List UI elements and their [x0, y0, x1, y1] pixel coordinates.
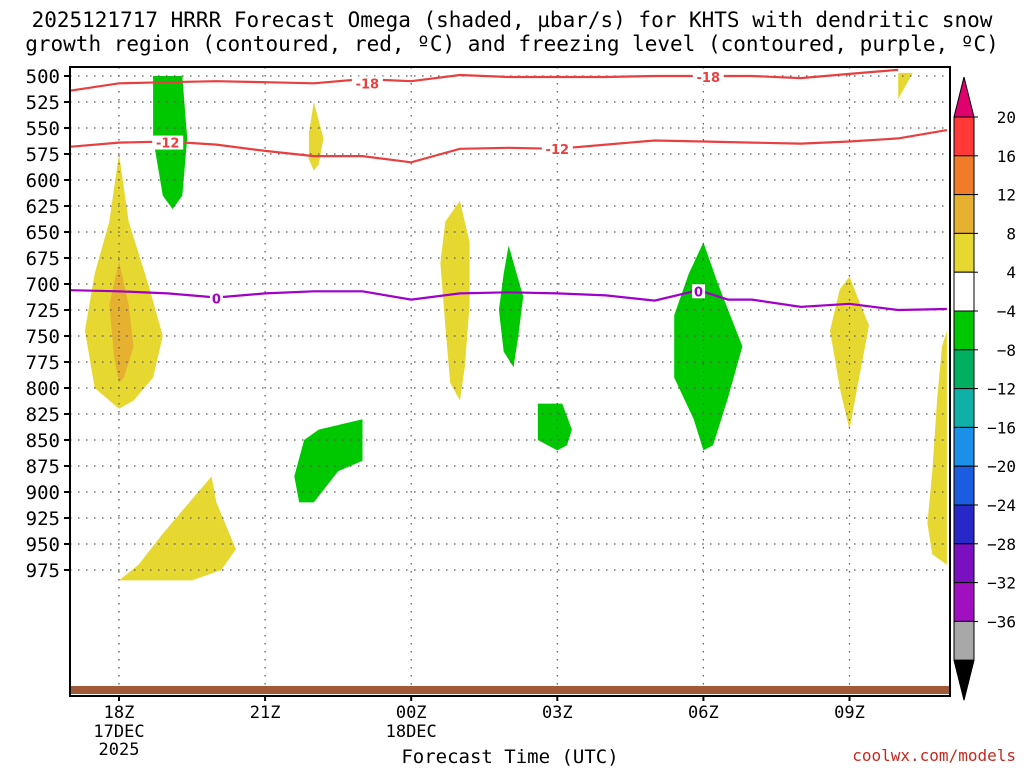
omega-region-10 — [674, 242, 743, 451]
x-axis-title: Forecast Time (UTC) — [401, 746, 619, 768]
contour-label-bg-3-1 — [209, 291, 223, 306]
colorbar-label-6: −4 — [997, 302, 1016, 321]
chart-title: 2025121717 HRRR Forecast Omega (shaded, … — [0, 8, 1024, 56]
colorbar-swatch-12 — [953, 543, 975, 584]
colorbar-label-11: −24 — [987, 496, 1016, 515]
colorbar-swatch-10 — [953, 465, 975, 506]
colorbar-bottom-arrow — [953, 659, 975, 701]
contour-label-3-2: 0 — [694, 285, 703, 300]
y-tick-label-825: 825 — [26, 404, 60, 426]
colorbar-swatch-14 — [953, 620, 975, 661]
y-tick-label-975: 975 — [26, 560, 60, 582]
contour-label-1-2: -18 — [697, 71, 721, 86]
contour-label-2-1: -12 — [156, 137, 180, 152]
colorbar-label-12: −28 — [987, 535, 1016, 554]
colorbar-label-4: 8 — [1006, 224, 1016, 243]
colorbar-label-14: −36 — [987, 612, 1016, 631]
colorbar-label-7: −8 — [997, 341, 1016, 360]
colorbar-swatch-3 — [953, 194, 975, 234]
contour-layer: -18 -18 -12 -12 0 0 — [70, 68, 948, 312]
contour-line-3 — [70, 289, 947, 312]
y-tick-label-700: 700 — [26, 274, 60, 296]
colorbar-label-1: 20 — [997, 108, 1016, 127]
colorbar-label-8: −12 — [987, 380, 1016, 399]
x-tick-label-18Z: 18Z — [104, 703, 135, 723]
omega-region-13 — [927, 330, 947, 565]
omega-region-12 — [898, 72, 913, 99]
omega-region-4 — [308, 102, 324, 171]
contour-label-bg-2-1 — [152, 135, 184, 150]
omega-region-9 — [537, 403, 572, 451]
contour-label-bg-3-2 — [692, 284, 706, 299]
colorbar-label-3: 12 — [997, 186, 1016, 205]
colorbar-swatch-2 — [953, 155, 975, 196]
y-tick-label-500: 500 — [26, 66, 60, 88]
y-tick-label-750: 750 — [26, 326, 60, 348]
colorbar-top-arrow — [953, 76, 975, 118]
colorbar-swatch-5 — [953, 271, 975, 312]
x-tick-label-09Z: 09Z — [834, 703, 865, 723]
omega-region-7 — [440, 200, 470, 401]
x-tick-date-00Z: 18DEC — [386, 722, 437, 742]
y-tick-label-550: 550 — [26, 118, 60, 140]
grid-layer — [70, 67, 950, 696]
ground-surface-bar — [71, 686, 949, 694]
colorbar-swatch-11 — [953, 504, 975, 545]
omega-region-5 — [294, 419, 363, 503]
colorbar-swatch-1 — [953, 116, 975, 157]
colorbar-label-10: −20 — [987, 457, 1016, 476]
contour-label-bg-2-2 — [541, 141, 573, 156]
plot-frame — [69, 66, 951, 697]
chart-title-line-1: 2025121717 HRRR Forecast Omega (shaded, … — [31, 8, 993, 32]
y-tick-label-900: 900 — [26, 482, 60, 504]
colorbar: 20 16 12 8 4 −4 −8 −12 −16 −20 −24 −28 −32 −36 — [953, 76, 1016, 701]
colorbar-label-9: −16 — [987, 418, 1016, 437]
contour-label-bg-1-2 — [692, 70, 724, 85]
chart-title-line-2: growth region (contoured, red, ºC) and f… — [25, 32, 999, 56]
contour-line-2 — [70, 129, 948, 164]
x-tick-label-06Z: 06Z — [688, 703, 719, 723]
colorbar-label-13: −32 — [987, 574, 1016, 593]
colorbar-swatch-9 — [953, 426, 975, 467]
y-tick-label-800: 800 — [26, 378, 60, 400]
y-tick-label-675: 675 — [26, 248, 60, 270]
x-tick-label-03Z: 03Z — [542, 703, 573, 723]
omega-region-8 — [498, 245, 524, 368]
y-tick-label-725: 725 — [26, 300, 60, 322]
y-axis: 500 525 550 575 600 625 650 675 700 725 750 775 800 8… — [26, 66, 70, 582]
contour-label-2-2: -12 — [546, 143, 570, 158]
colorbar-swatch-8 — [953, 388, 975, 428]
colorbar-swatch-6 — [953, 310, 975, 351]
x-tick-label-21Z: 21Z — [250, 703, 281, 723]
y-tick-label-925: 925 — [26, 508, 60, 530]
y-tick-label-650: 650 — [26, 222, 60, 244]
colorbar-label-5: 4 — [1006, 263, 1016, 282]
omega-shading-layer — [84, 72, 947, 581]
colorbar-label-2: 16 — [997, 147, 1016, 166]
colorbar-swatch-13 — [953, 582, 975, 622]
y-tick-label-850: 850 — [26, 430, 60, 452]
contour-line-1 — [70, 68, 899, 92]
contour-label-3-1: 0 — [212, 293, 221, 308]
y-tick-label-625: 625 — [26, 196, 60, 218]
y-tick-label-775: 775 — [26, 352, 60, 374]
x-tick-label-00Z: 00Z — [396, 703, 427, 723]
y-tick-label-525: 525 — [26, 92, 60, 114]
y-tick-label-575: 575 — [26, 144, 60, 166]
omega-region-1 — [84, 154, 163, 409]
x-tick-date-18Z: 17DEC — [93, 722, 144, 742]
y-tick-label-950: 950 — [26, 534, 60, 556]
colorbar-swatch-7 — [953, 349, 975, 390]
contour-label-bg-1-1 — [351, 76, 383, 91]
omega-region-6 — [119, 476, 236, 581]
credit-text: coolwx.com/models — [852, 746, 1016, 765]
contour-label-1-1: -18 — [356, 77, 380, 92]
omega-region-11 — [830, 276, 869, 430]
y-tick-label-875: 875 — [26, 456, 60, 478]
colorbar-swatch-4 — [953, 232, 975, 273]
y-tick-label-600: 600 — [26, 170, 60, 192]
x-tick-year-18Z: 2025 — [99, 740, 140, 760]
